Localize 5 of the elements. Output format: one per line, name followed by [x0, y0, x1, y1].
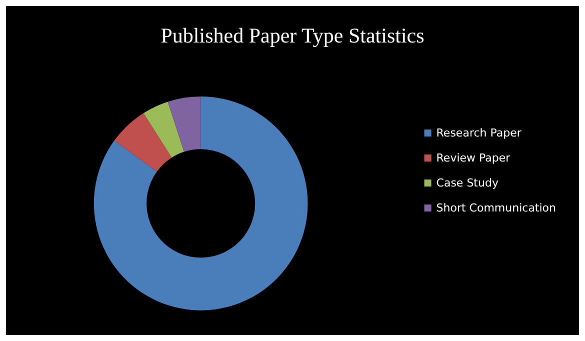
legend-label: Case Study	[436, 176, 499, 190]
legend-label: Review Paper	[436, 152, 511, 164]
chart-title: Published Paper Type Statistics	[160, 24, 424, 48]
legend-label: Short Communication	[436, 202, 556, 214]
legend-label: Research Paper	[436, 126, 522, 140]
